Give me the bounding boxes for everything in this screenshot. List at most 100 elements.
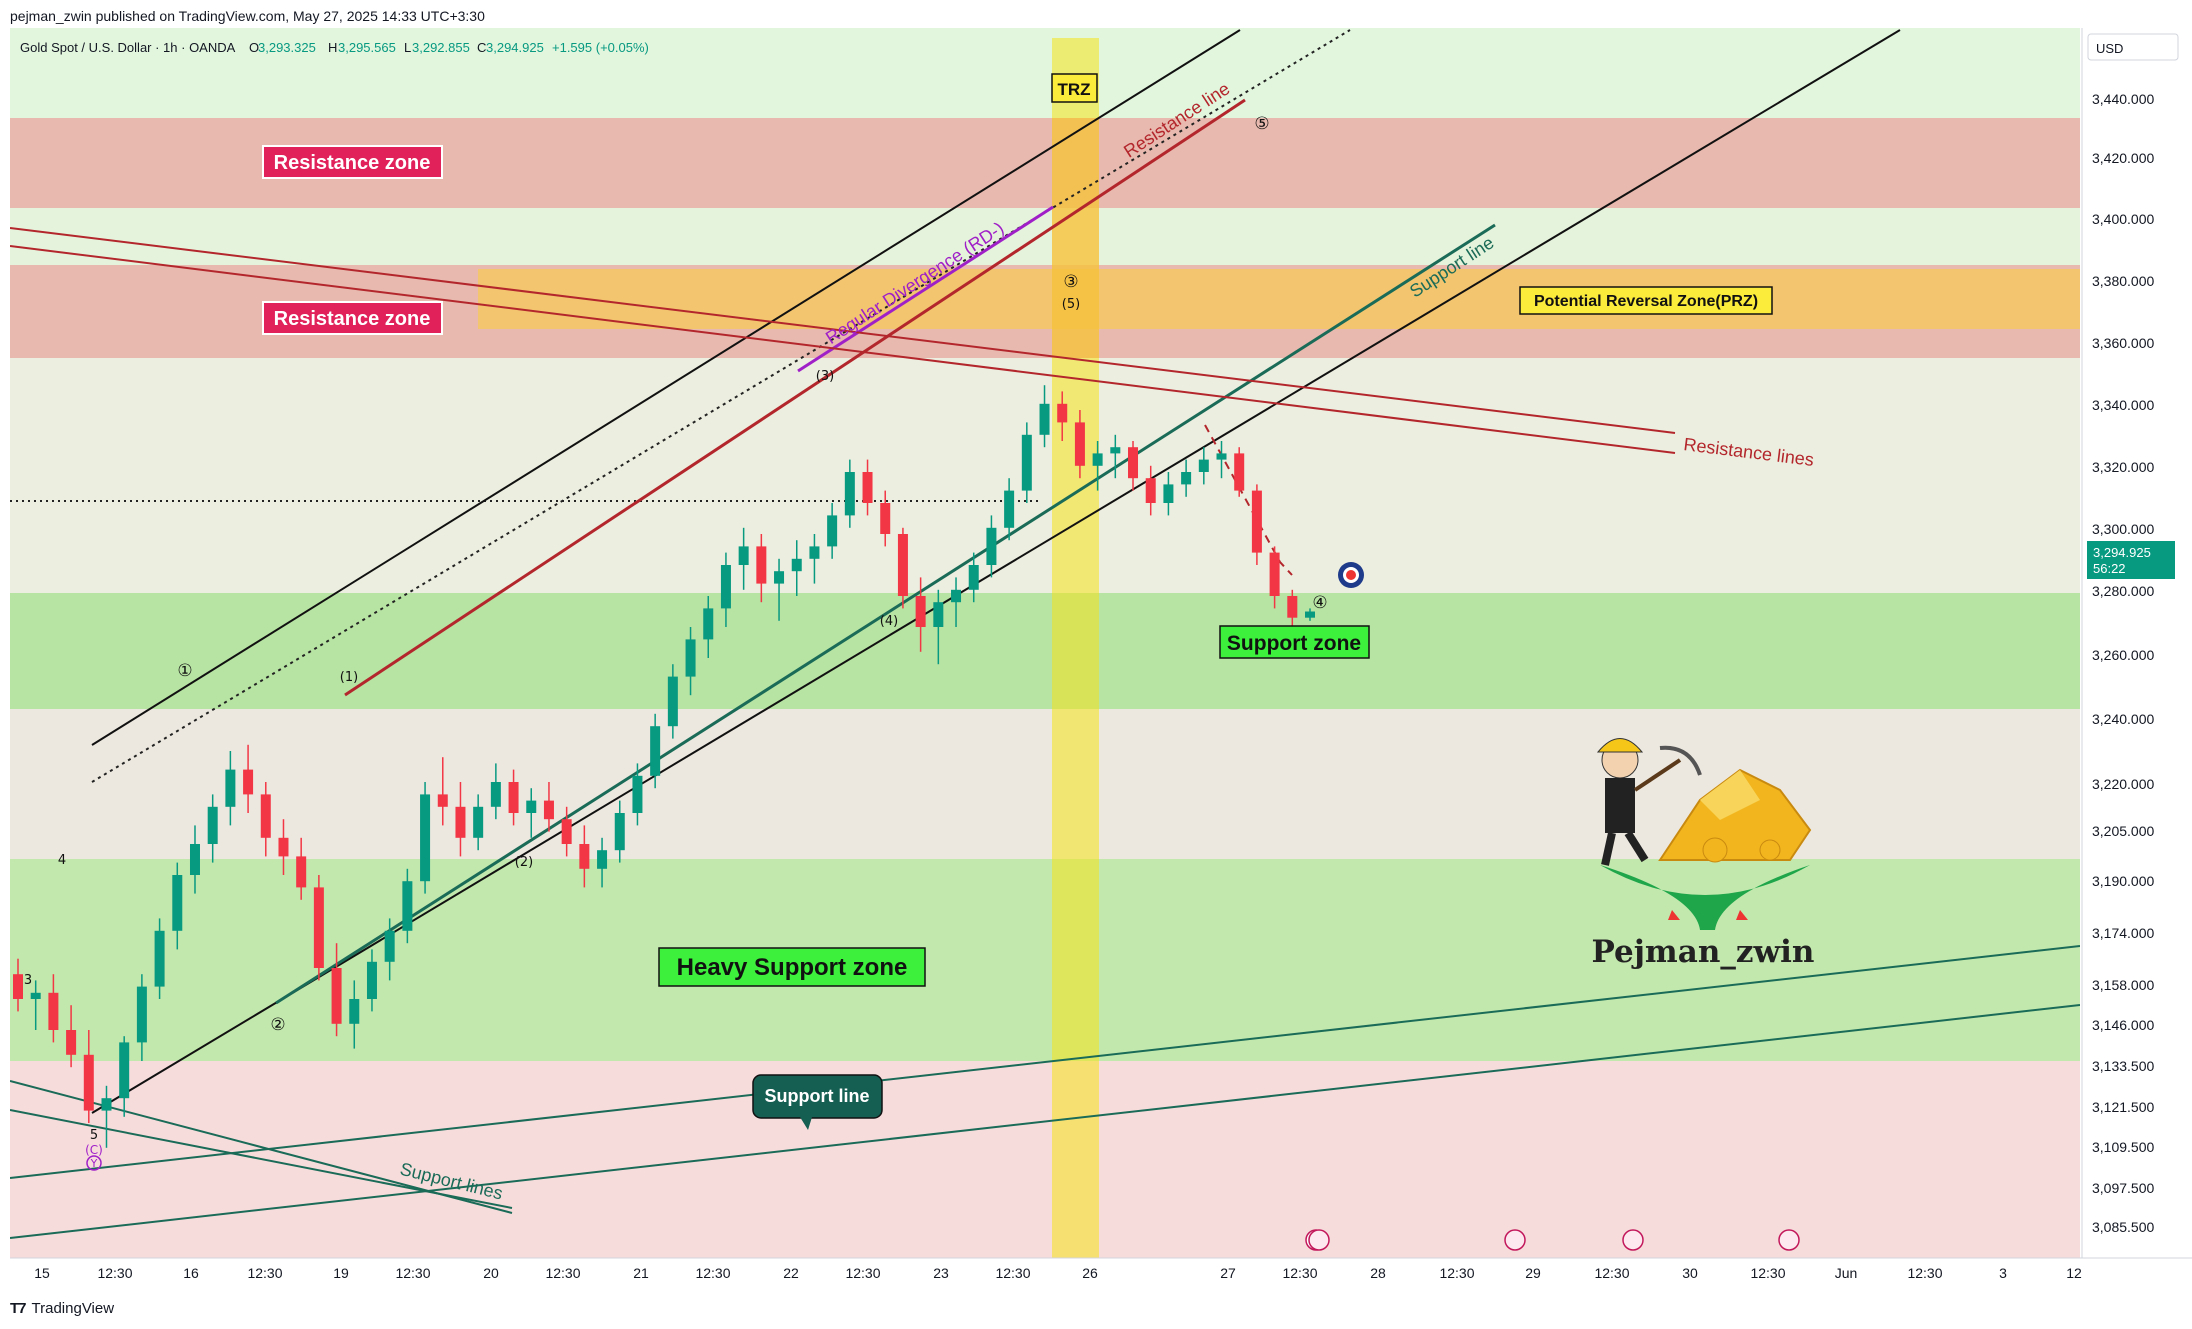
candle-body <box>543 800 554 820</box>
x-axis-tick-label: 20 <box>483 1265 499 1281</box>
y-axis-tick-label: 3,109.500 <box>2092 1139 2154 1155</box>
heavy-support-zone-label: Heavy Support zone <box>658 947 926 987</box>
x-axis-tick-label: 12:30 <box>695 1265 730 1281</box>
support-zone-label: Support zone <box>1219 625 1370 659</box>
y-axis-tick-label: 3,174.000 <box>2092 925 2154 941</box>
x-axis-tick-label: 12:30 <box>1750 1265 1785 1281</box>
x-axis-tick-label: 12:30 <box>845 1265 880 1281</box>
candle-body <box>420 794 431 882</box>
event-flag-icon[interactable] <box>1308 1229 1330 1251</box>
candle-body <box>225 769 236 807</box>
lower-pink-band <box>10 1061 2080 1258</box>
svg-text:Resistance zone: Resistance zone <box>274 308 431 330</box>
x-axis-tick-label: 15 <box>34 1265 50 1281</box>
y-axis-tick-label: 3,158.000 <box>2092 977 2154 993</box>
wave-label-paren-5: (5) <box>1062 297 1080 312</box>
prz-label: Potential Reversal Zone(PRZ) <box>1519 286 1773 315</box>
svg-text:3,292.855: 3,292.855 <box>412 40 470 55</box>
candle-body <box>632 775 643 813</box>
y-axis-tick-label: 3,190.000 <box>2092 873 2154 889</box>
candle-body <box>296 856 307 888</box>
wave-label-paren-4: (4) <box>880 614 898 629</box>
currency-selector[interactable]: USD <box>2087 33 2179 61</box>
candle-body <box>933 602 944 627</box>
divergence-line <box>797 205 1054 373</box>
prz-zone <box>478 269 2080 329</box>
y-axis-tick-label: 3,121.500 <box>2092 1099 2154 1115</box>
candle-body <box>473 806 484 838</box>
wave-label-circle-1: ① <box>177 661 192 681</box>
candle-body <box>154 930 165 987</box>
last-price-tag: 3,294.925 56:22 <box>2087 541 2175 579</box>
wave-label-num-3: 3 <box>24 973 32 988</box>
y-axis-tick-label: 3,320.000 <box>2092 459 2154 475</box>
event-flag-icon[interactable] <box>1622 1229 1644 1251</box>
candle-body <box>1287 596 1298 618</box>
long-support-line-2 <box>10 1004 2080 1239</box>
svg-text:Support line: Support line <box>765 1086 870 1106</box>
event-flag-icon[interactable] <box>1504 1229 1526 1251</box>
event-flag-icon[interactable] <box>1778 1229 1800 1251</box>
wave-label-circle-4: ④ <box>1312 593 1327 613</box>
support-zone <box>10 593 2080 709</box>
x-axis-tick-label: 12:30 <box>1594 1265 1629 1281</box>
wave-label-num-4: 4 <box>58 853 66 868</box>
candle-body <box>791 558 802 572</box>
trz-label: TRZ <box>1051 73 1098 103</box>
candle-body <box>951 589 962 603</box>
price-scale-panel[interactable] <box>2082 28 2192 1258</box>
x-axis-tick-label: 12:30 <box>545 1265 580 1281</box>
resistance-red-diag-line <box>344 98 1246 697</box>
y-axis-tick-label: 3,133.500 <box>2092 1058 2154 1074</box>
svg-text:L: L <box>404 40 411 55</box>
candle-body <box>119 1042 130 1099</box>
svg-text:+1.595 (+0.05%): +1.595 (+0.05%) <box>552 40 649 55</box>
candle-body <box>101 1098 112 1111</box>
svg-text:O: O <box>249 40 259 55</box>
svg-text:Gold Spot / U.S. Dollar · 1h ·: Gold Spot / U.S. Dollar · 1h · OANDA <box>20 40 236 55</box>
candle-body <box>1269 552 1280 596</box>
wave-label-num-5: 5 <box>90 1128 98 1143</box>
candle-body <box>1145 478 1156 503</box>
y-axis-tick-label: 3,440.000 <box>2092 91 2154 107</box>
candle-body <box>897 534 908 596</box>
projection-dashed-path <box>1204 424 1293 576</box>
x-axis-tick-label: 12:30 <box>1282 1265 1317 1281</box>
wave-label-circle-3: ③ <box>1063 272 1078 292</box>
resistance-zone-label-2: Resistance zone <box>262 301 443 335</box>
y-axis-tick-label: 3,146.000 <box>2092 1017 2154 1033</box>
svg-text:USD: USD <box>2096 41 2123 56</box>
candle-body <box>1216 453 1227 460</box>
candle-body <box>1198 459 1209 472</box>
tradingview-footer[interactable]: T7 TradingView <box>10 1300 114 1317</box>
candle-body <box>579 844 590 869</box>
candle-body <box>278 837 289 857</box>
x-axis-tick-label: 22 <box>783 1265 799 1281</box>
x-axis-tick-label: 16 <box>183 1265 199 1281</box>
y-axis-tick-label: 3,420.000 <box>2092 150 2154 166</box>
candle-body <box>827 515 838 547</box>
candle-body <box>1110 447 1121 454</box>
svg-text:TRZ: TRZ <box>1057 80 1090 99</box>
support-line-bubble: Support line <box>752 1074 883 1130</box>
candle-body <box>66 1030 77 1055</box>
svg-text:Pejman_zwin: Pejman_zwin <box>1592 934 1815 970</box>
wave-label-c: (C) <box>85 1143 103 1157</box>
x-axis-ticks: 15 12:30 16 12:30 19 12:30 20 12:30 21 12:30 22 12:… <box>34 1265 2082 1281</box>
candle-body <box>1039 403 1050 435</box>
svg-text:Potential Reversal Zone(PRZ): Potential Reversal Zone(PRZ) <box>1534 293 1758 310</box>
svg-text:Heavy Support zone: Heavy Support zone <box>677 954 908 981</box>
candle-body <box>703 608 714 640</box>
svg-text:C: C <box>477 40 486 55</box>
candle-body <box>809 546 820 559</box>
x-axis-tick-label: 29 <box>1525 1265 1541 1281</box>
y-axis-tick-label: 3,097.500 <box>2092 1180 2154 1196</box>
x-axis-tick-label: 12 <box>2066 1265 2082 1281</box>
target-icon <box>1338 562 1364 588</box>
y-axis-tick-label: 3,360.000 <box>2092 335 2154 351</box>
candle-body <box>968 565 979 590</box>
svg-text:3,295.565: 3,295.565 <box>338 40 396 55</box>
y-axis-tick-label: 3,220.000 <box>2092 776 2154 792</box>
x-axis-tick-label: 12:30 <box>1439 1265 1474 1281</box>
